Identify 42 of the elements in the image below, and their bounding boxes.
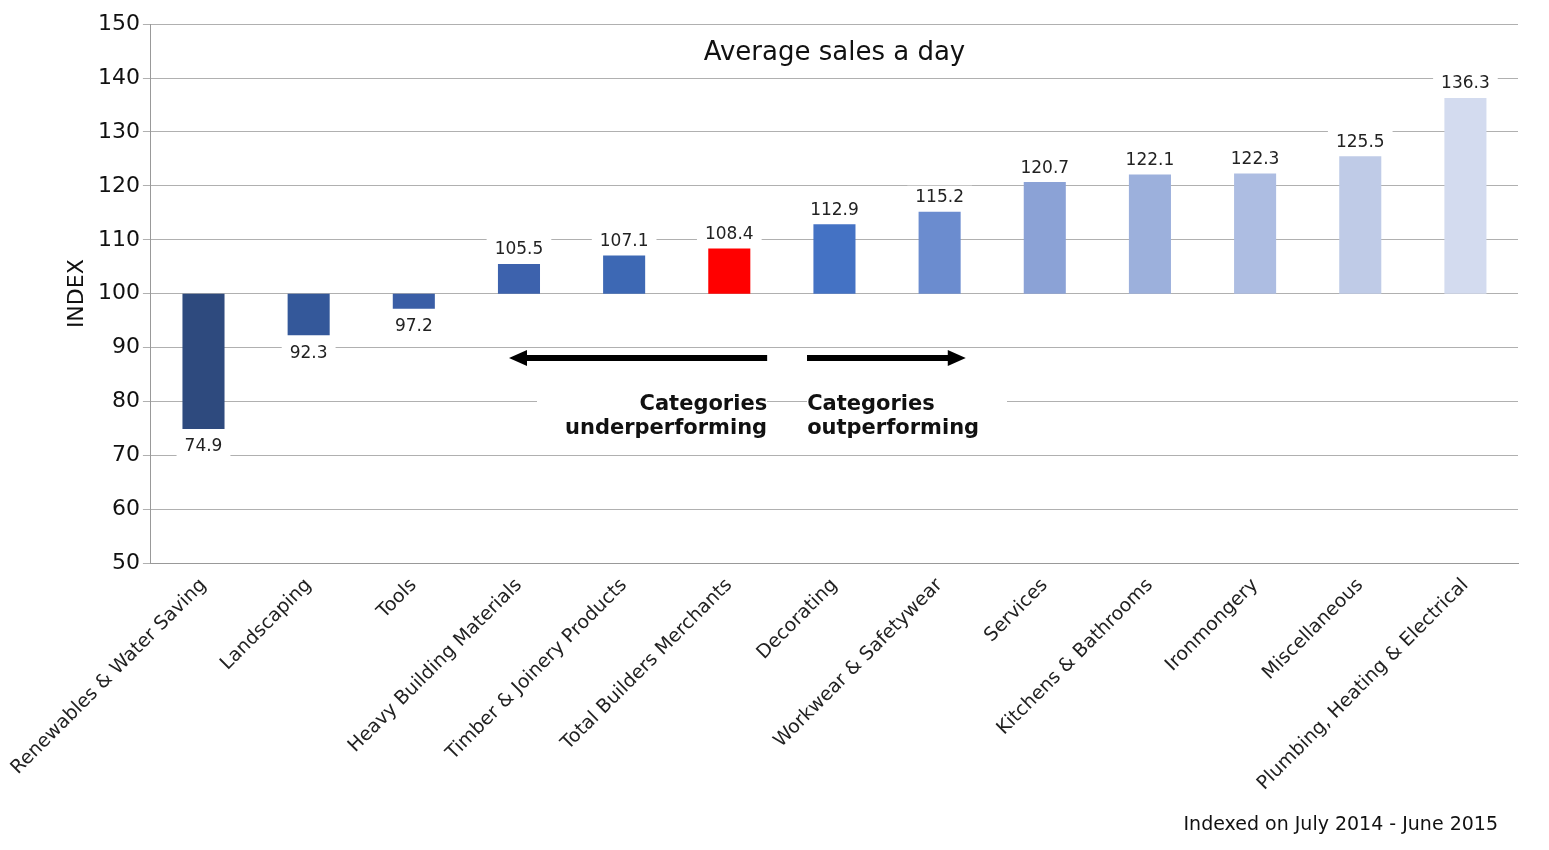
data-label: 74.9 — [184, 435, 223, 456]
y-axis-title: INDEX — [63, 259, 89, 329]
data-label: 112.9 — [810, 198, 859, 219]
data-label: 97.2 — [394, 315, 433, 336]
annotation: Categories outperforming — [807, 390, 1008, 439]
bar — [1444, 98, 1487, 294]
data-label: 115.2 — [915, 186, 964, 207]
y-tick-label: 90 — [111, 333, 140, 359]
y-tick-label: 140 — [97, 63, 140, 89]
data-label: 108.4 — [704, 222, 754, 243]
y-tick-label: 50 — [111, 548, 140, 574]
data-label: 105.5 — [494, 238, 544, 259]
data-label: 122.1 — [1125, 149, 1175, 169]
text: Average sales a day — [695, 36, 974, 67]
bar — [603, 255, 646, 294]
data-label: 125.5 — [1335, 130, 1385, 151]
y-tick-label: 130 — [97, 117, 140, 143]
y-tick-label: 100 — [97, 279, 140, 305]
y-tick-label: 120 — [97, 171, 140, 197]
data-label: 92.3 — [289, 341, 328, 362]
y-tick-label: 70 — [111, 441, 140, 467]
data-label: 136.3 — [1441, 72, 1490, 93]
bar — [1339, 156, 1382, 294]
data-label: 122.3 — [1230, 147, 1280, 168]
bar — [497, 264, 541, 294]
bar — [182, 293, 225, 429]
bar — [1023, 182, 1066, 294]
bar — [708, 248, 751, 294]
bar — [392, 293, 435, 309]
data-label: 107.1 — [599, 229, 649, 250]
bar — [1234, 173, 1277, 294]
y-tick-label: 150 — [97, 9, 140, 35]
bar — [813, 224, 856, 294]
y-tick-label: 60 — [111, 495, 140, 520]
bar — [287, 293, 330, 336]
y-tick-label: 80 — [111, 387, 140, 413]
bar — [918, 211, 961, 294]
data-label: 120.7 — [1020, 156, 1070, 177]
text: Indexed on July 2014 - June 2015 — [1183, 812, 1498, 834]
bar — [1128, 174, 1171, 294]
y-tick-label: 110 — [97, 225, 140, 251]
annotation: Categories underperforming — [537, 390, 768, 439]
